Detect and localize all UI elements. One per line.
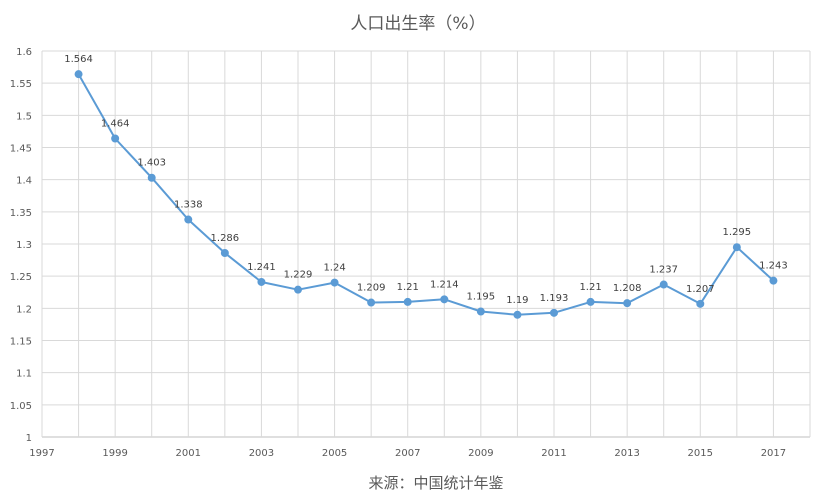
data-label: 1.207 <box>686 284 715 295</box>
data-point <box>403 297 412 306</box>
data-label: 1.21 <box>397 282 419 293</box>
data-label: 1.193 <box>540 293 569 304</box>
y-tick-label: 1.15 <box>10 337 32 348</box>
y-tick-label: 1.45 <box>10 144 32 155</box>
data-point <box>550 308 558 317</box>
chart-title: 人口出生率（%） <box>350 14 485 34</box>
data-label: 1.237 <box>649 265 678 276</box>
y-axis-tick-labels: 1 1.05 1.1 1.15 1.2 1.25 1.3 1.35 1.4 1.45 1.5 1.55… <box>10 47 32 444</box>
data-label: 1.338 <box>174 200 203 211</box>
data-point <box>111 134 120 143</box>
data-label: 1.208 <box>613 283 642 294</box>
data-point <box>294 285 302 294</box>
vertical-gridlines <box>41 51 811 437</box>
data-label: 1.24 <box>323 263 345 274</box>
y-tick-label: 1.25 <box>10 272 32 283</box>
y-tick-label: 1.55 <box>10 79 32 90</box>
data-label: 1.403 <box>137 158 166 169</box>
y-tick-label: 1.5 <box>16 111 32 122</box>
data-point <box>769 276 778 285</box>
data-point <box>732 243 741 252</box>
y-tick-label: 1.3 <box>16 240 32 251</box>
x-tick-label: 1997 <box>29 448 54 459</box>
data-label: 1.209 <box>357 283 386 294</box>
data-point <box>74 70 83 79</box>
data-labels: 1.564 1.464 1.403 1.338 1.286 1.241 1.229 1.24 1… <box>64 54 787 306</box>
data-point <box>147 173 156 182</box>
x-tick-label: 2011 <box>541 448 566 459</box>
y-tick-label: 1.35 <box>10 208 32 219</box>
data-point <box>220 249 229 258</box>
data-label: 1.195 <box>467 292 496 303</box>
x-axis-tick-labels: 1997 1999 2001 2003 2005 2007 2009 2011 2013 2015… <box>29 448 786 459</box>
x-tick-label: 2005 <box>322 448 347 459</box>
x-tick-label: 2003 <box>249 448 274 459</box>
data-point <box>440 295 449 304</box>
data-label: 1.295 <box>723 227 752 238</box>
data-point <box>184 215 193 224</box>
data-point <box>476 307 485 316</box>
y-tick-label: 1.2 <box>16 304 32 315</box>
x-tick-label: 2017 <box>761 448 786 459</box>
data-point <box>696 299 705 308</box>
y-tick-label: 1.4 <box>16 176 32 187</box>
data-point <box>586 297 595 306</box>
data-label: 1.229 <box>284 270 313 281</box>
data-point <box>623 299 632 308</box>
x-tick-label: 2007 <box>395 448 420 459</box>
series-line <box>77 73 775 316</box>
data-label: 1.21 <box>579 282 601 293</box>
data-point <box>330 278 339 287</box>
y-tick-label: 1.6 <box>16 47 32 58</box>
data-label: 1.286 <box>211 233 240 244</box>
data-label: 1.243 <box>759 261 788 272</box>
data-label: 1.564 <box>64 54 93 65</box>
data-label: 1.241 <box>247 262 276 273</box>
data-label: 1.214 <box>430 279 459 290</box>
x-tick-label: 2009 <box>468 448 493 459</box>
data-label: 1.464 <box>101 118 130 129</box>
horizontal-gridlines <box>42 50 810 438</box>
y-tick-label: 1.1 <box>16 369 32 380</box>
source-note: 来源：中国统计年鉴 <box>368 474 503 492</box>
data-point <box>659 280 668 289</box>
series-birth-rate <box>74 70 778 319</box>
data-label: 1.19 <box>506 295 528 306</box>
data-point <box>257 277 266 286</box>
x-tick-label: 2015 <box>688 448 713 459</box>
data-point <box>367 298 376 307</box>
x-tick-label: 1999 <box>102 448 127 459</box>
y-tick-label: 1.05 <box>10 401 32 412</box>
x-tick-label: 2013 <box>614 448 639 459</box>
y-tick-label: 1 <box>26 433 32 444</box>
x-tick-label: 2001 <box>176 448 201 459</box>
data-point <box>513 310 522 319</box>
